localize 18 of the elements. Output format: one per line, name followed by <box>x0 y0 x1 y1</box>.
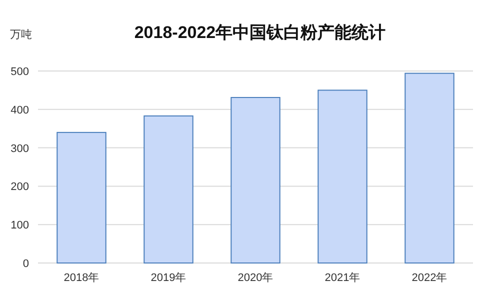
x-tick-label: 2020年 <box>238 272 274 284</box>
y-tick-label: 200 <box>10 181 29 194</box>
x-tick-label: 2019年 <box>150 272 186 284</box>
x-tick-label: 2021年 <box>324 272 360 284</box>
y-tick-label: 0 <box>22 258 29 270</box>
chart-title: 2018-2022年中国钛白粉产能统计 <box>134 23 386 42</box>
bar <box>144 115 194 264</box>
bar <box>56 132 106 264</box>
bar <box>230 96 280 264</box>
bar <box>318 90 368 264</box>
y-tick-label: 300 <box>10 142 29 155</box>
y-tick-label: 500 <box>10 66 29 78</box>
y-tick-label: 100 <box>10 220 29 232</box>
bar <box>404 72 454 264</box>
y-tick-label: 400 <box>10 104 29 116</box>
y-axis-title: 万吨 <box>10 28 32 41</box>
x-tick-label: 2018年 <box>64 272 100 284</box>
x-tick-label: 2022年 <box>412 272 448 284</box>
